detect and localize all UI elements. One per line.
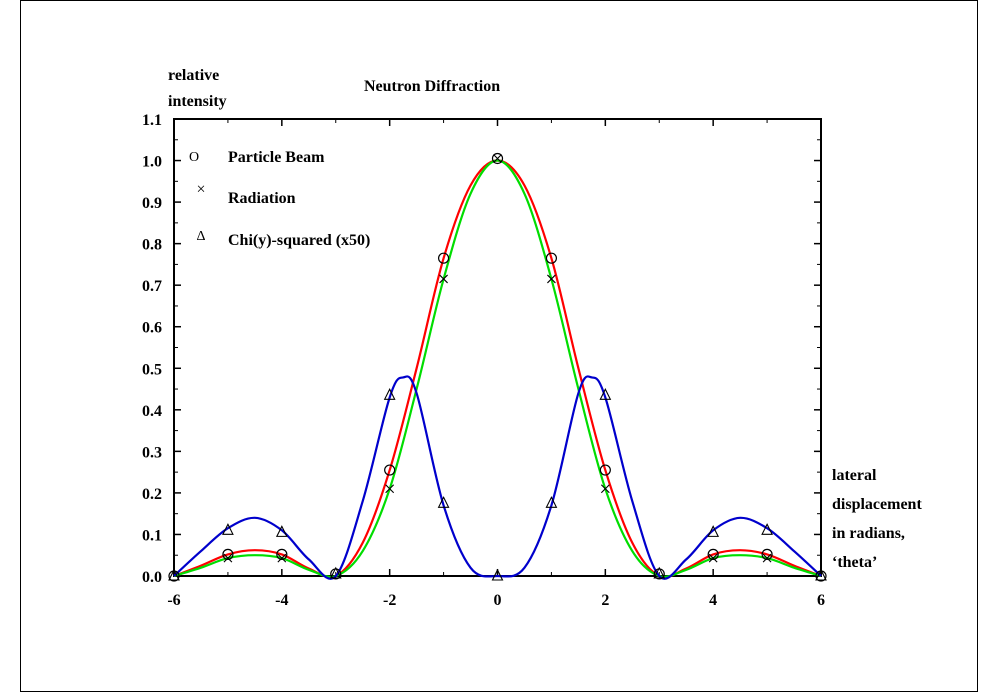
radiation-point: [708, 553, 718, 563]
legend-label-particle-beam: Particle Beam: [228, 149, 325, 166]
y-axis-label-line-2: intensity: [168, 93, 227, 110]
x-tick-label: -6: [167, 592, 180, 609]
radiation-point: [493, 154, 502, 163]
legend: O Particle Beam × Radiation Δ Chi(y)-squ…: [189, 149, 370, 249]
chi-squared-point: [383, 388, 396, 400]
x-tick-label: 6: [817, 592, 825, 609]
chi-squared-curve: [173, 375, 822, 580]
radiation-point: [600, 484, 610, 494]
radiation-point: [547, 274, 556, 284]
chi-squared-point: [491, 568, 504, 581]
chi-squared-point: [275, 525, 288, 537]
x-tick-label: -4: [275, 592, 288, 609]
particle-beam-point: [545, 252, 558, 264]
x-tick-label: -2: [383, 592, 396, 609]
y-axis-label-line-1: relative: [168, 67, 219, 84]
radiation-point: [439, 274, 448, 284]
chart-title: Neutron Diffraction: [364, 78, 500, 95]
particle-beam-point: [599, 464, 611, 476]
y-tick-label: 0.8: [142, 237, 162, 254]
chi-squared-point: [707, 525, 720, 537]
chi-squared-point: [599, 388, 612, 400]
x-tick-label: 2: [601, 592, 609, 609]
radiation-point: [277, 553, 287, 563]
particle-beam-curve: [173, 159, 822, 579]
radiation-curve: [173, 159, 822, 578]
x-tick-label: 0: [494, 592, 502, 609]
y-tick-label: 0.6: [142, 320, 162, 337]
chi-squared-point: [168, 568, 180, 581]
particle-beam-point: [222, 548, 234, 560]
legend-label-radiation: Radiation: [228, 190, 296, 207]
legend-marker-triangle: Δ: [196, 229, 205, 244]
particle-beam-point: [761, 548, 773, 560]
x-axis-label-line-2: displacement: [832, 496, 922, 513]
y-tick-label: 0.2: [142, 486, 162, 503]
x-axis-label-line-3: in radians,: [832, 525, 905, 542]
plot-area: -6 -4 -2 0 2 4 6 0.0 0.1 0.2 0.3 0.4 0.5 0.6 0.7 0.8 0.9…: [142, 112, 827, 609]
radiation-point: [223, 553, 233, 563]
x-axis-label-line-1: lateral: [832, 467, 877, 484]
legend-marker-circle: O: [189, 150, 199, 165]
radiation-point: [762, 553, 772, 563]
legend-marker-cross: ×: [196, 181, 205, 198]
particle-beam-point: [384, 464, 396, 476]
y-tick-label: 1.1: [142, 112, 162, 129]
chi-squared-point: [761, 523, 773, 535]
chi-squared-point: [545, 496, 558, 508]
x-tick-label: 4: [709, 592, 717, 609]
chi-squared-point: [329, 566, 342, 579]
chi-squared-point: [222, 523, 234, 535]
y-tick-label: 1.0: [142, 154, 162, 171]
chi-squared-point: [815, 568, 827, 581]
particle-beam-point: [437, 252, 450, 264]
y-tick-label: 0.0: [142, 569, 162, 586]
particle-beam-point: [707, 548, 719, 560]
y-tick-label: 0.4: [142, 403, 162, 420]
x-axis-label-line-4: ‘theta’: [832, 554, 877, 571]
chi-squared-point: [653, 566, 666, 579]
y-tick-label: 0.7: [142, 278, 162, 295]
radiation-point: [385, 484, 395, 494]
y-tick-label: 0.9: [142, 195, 162, 212]
y-tick-label: 0.5: [142, 361, 162, 378]
particle-beam-point: [491, 152, 504, 165]
particle-beam-point: [276, 548, 288, 560]
plot-border: [173, 118, 822, 577]
figure-frame: [20, 0, 978, 692]
y-tick-label: 0.1: [142, 527, 162, 544]
y-tick-label: 0.3: [142, 444, 162, 461]
chi-squared-point: [437, 496, 450, 508]
legend-label-chi-squared: Chi(y)-squared (x50): [228, 232, 370, 249]
